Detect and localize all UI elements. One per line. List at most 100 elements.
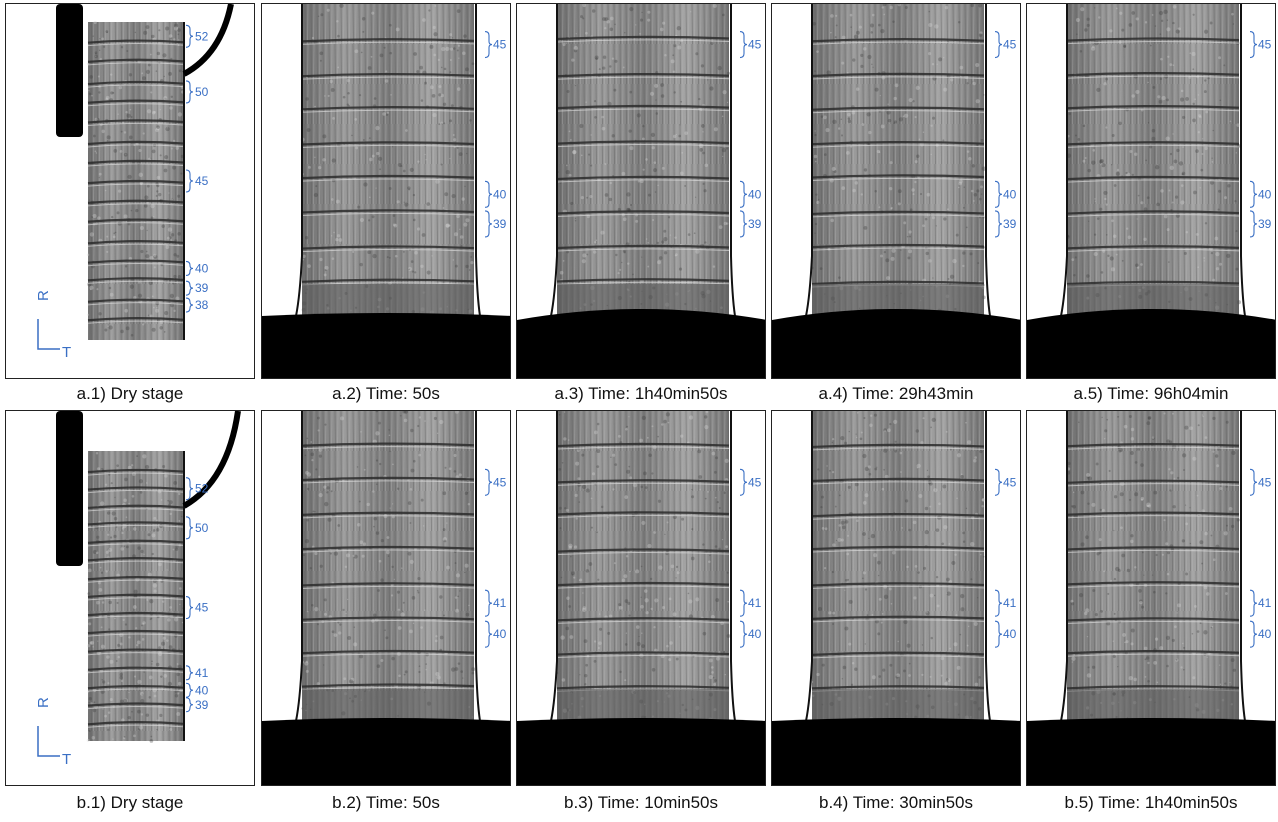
- growth-ring-boundary: [1066, 649, 1240, 655]
- ring-bracket: [185, 697, 194, 713]
- ring-bracket: [185, 280, 194, 296]
- panel-b-timepoint-5: 45 41 40: [1026, 410, 1276, 786]
- ring-number-label: 40: [1003, 627, 1017, 641]
- growth-ring-boundary: [301, 649, 475, 655]
- swelling-specimen: [300, 4, 475, 316]
- growth-ring-boundary: [556, 651, 730, 656]
- growth-ring-boundary: [556, 617, 730, 622]
- ring-number-label: 45: [493, 475, 507, 489]
- growth-ring-boundary: [87, 486, 184, 491]
- growth-ring-boundary: [556, 511, 730, 516]
- growth-ring-boundary: [556, 175, 730, 181]
- ring-bracket: [994, 589, 1003, 617]
- ring-bracket: [994, 468, 1003, 496]
- ring-bracket: [484, 31, 493, 59]
- ring-bracket: [185, 596, 194, 620]
- growth-ring-boundary: [811, 243, 985, 249]
- specimen-edge-left: [295, 411, 303, 722]
- growth-ring-boundary: [87, 240, 184, 245]
- growth-ring-boundary: [811, 545, 985, 551]
- panel-caption: a.1) Dry stage: [76, 384, 184, 403]
- ring-bracket: [185, 477, 194, 501]
- ring-number-label: 40: [493, 187, 507, 201]
- ring-number-label: 39: [195, 698, 209, 712]
- ring-number-label: 50: [195, 521, 209, 535]
- ring-bracket: [185, 665, 194, 681]
- growth-ring-boundary: [556, 685, 730, 690]
- ring-number-label: 40: [748, 627, 762, 641]
- ring-number-label: 41: [1258, 596, 1272, 610]
- ring-bracket: [739, 31, 748, 59]
- ring-number-label: 40: [1003, 187, 1017, 201]
- panel-caption: b.5) Time: 1h40min50s: [1064, 793, 1238, 812]
- growth-ring-boundary: [301, 511, 475, 516]
- ring-number-label: 40: [195, 261, 209, 275]
- orientation-axes: [37, 319, 60, 350]
- water-base: [1027, 309, 1275, 378]
- growth-ring-boundary: [556, 104, 730, 110]
- growth-ring-boundary: [87, 58, 184, 63]
- panel-caption: b.3) Time: 10min50s: [563, 793, 718, 812]
- growth-ring-boundary: [87, 159, 184, 165]
- sample-holder: [56, 4, 83, 137]
- growth-ring-boundary: [87, 298, 184, 303]
- specimen-edge-right: [1240, 411, 1246, 722]
- growth-ring-boundary: [87, 576, 184, 581]
- growth-ring-boundary: [811, 651, 985, 656]
- growth-ring-boundary: [1066, 105, 1240, 110]
- ring-bracket: [185, 297, 194, 313]
- specimen-edge-left: [1060, 4, 1068, 317]
- ring-bracket: [1249, 620, 1258, 648]
- panel-caption: a.2) Time: 50s: [332, 384, 440, 403]
- ring-bracket: [185, 682, 194, 698]
- growth-ring-boundary: [87, 199, 184, 204]
- growth-ring-boundary: [301, 582, 475, 587]
- growth-ring-boundary: [87, 666, 184, 671]
- growth-ring-boundary: [556, 72, 730, 78]
- growth-ring-boundary: [811, 477, 985, 483]
- ring-number-label: 40: [195, 683, 209, 697]
- ring-number-label: 40: [748, 187, 762, 201]
- panel-a-timepoint-3: 45 40 39: [516, 3, 766, 379]
- panel-a-timepoint-4: 45 40 39: [771, 3, 1021, 379]
- tangential-axis-label: T: [62, 751, 71, 768]
- ring-bracket: [994, 180, 1003, 208]
- ring-bracket: [484, 589, 493, 617]
- growth-ring-boundary: [811, 106, 985, 111]
- specimen-edge-right: [730, 4, 736, 317]
- water-base: [517, 718, 765, 785]
- ring-bracket: [185, 169, 194, 193]
- growth-ring-boundary: [87, 218, 184, 223]
- ring-bracket: [1249, 180, 1258, 208]
- water-base: [262, 313, 510, 378]
- growth-ring-boundary: [811, 140, 985, 146]
- growth-ring-boundary: [811, 512, 985, 518]
- swelling-specimen: [1066, 411, 1240, 723]
- ring-number-label: 41: [1003, 596, 1017, 610]
- water-base: [262, 718, 510, 785]
- growth-ring-boundary: [87, 39, 184, 44]
- growth-ring-boundary: [1066, 685, 1240, 690]
- tangential-axis-label: T: [62, 344, 71, 361]
- growth-ring-boundary: [87, 648, 184, 653]
- growth-ring-boundary: [87, 99, 184, 104]
- panel-b-dry-stage: 52 50 45 41 40 39 R T: [5, 410, 255, 786]
- swelling-specimen: [301, 411, 476, 722]
- growth-ring-boundary: [301, 174, 475, 180]
- growth-ring-boundary: [301, 476, 475, 482]
- growth-ring-boundary: [87, 317, 184, 322]
- growth-ring-boundary: [556, 548, 730, 553]
- ring-number-label: 39: [493, 217, 507, 231]
- growth-ring-boundary: [1066, 72, 1240, 77]
- growth-ring-boundary: [811, 582, 985, 587]
- growth-ring-boundary: [87, 80, 184, 86]
- growth-ring-boundary: [811, 210, 985, 216]
- ring-bracket: [739, 620, 748, 648]
- growth-ring-boundary: [811, 685, 985, 690]
- growth-ring-boundary: [1066, 617, 1240, 622]
- growth-ring-boundary: [87, 684, 184, 690]
- growth-ring-boundary: [811, 72, 985, 78]
- ring-number-label: 39: [195, 281, 209, 295]
- growth-ring-boundary: [556, 140, 730, 145]
- growth-ring-boundary: [301, 72, 475, 78]
